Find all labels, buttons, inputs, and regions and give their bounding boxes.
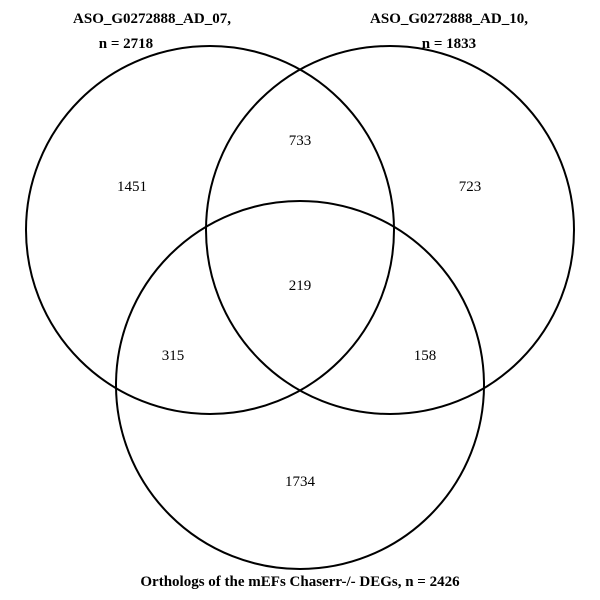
set-label-aso-10-name: ASO_G0272888_AD_10, bbox=[370, 11, 528, 27]
set-label-aso-07-count: n = 2718 bbox=[99, 36, 153, 52]
set-circle-aso-07 bbox=[25, 45, 395, 415]
set-circle-aso-10 bbox=[205, 45, 575, 415]
set-circle-orthologs bbox=[115, 200, 485, 570]
set-label-aso-07-name: ASO_G0272888_AD_07, bbox=[73, 11, 231, 27]
set-label-aso-10-count: n = 1833 bbox=[422, 36, 476, 52]
region-count-only-orthologs: 1734 bbox=[285, 474, 316, 490]
region-count-07-and-orthologs: 315 bbox=[162, 348, 185, 364]
region-count-10-and-orthologs: 158 bbox=[414, 348, 437, 364]
region-count-only-10: 723 bbox=[459, 179, 482, 195]
region-count-07-and-10: 733 bbox=[289, 133, 312, 149]
region-count-all-three: 219 bbox=[289, 278, 312, 294]
region-count-only-07: 1451 bbox=[117, 179, 147, 195]
set-label-orthologs: Orthologs of the mEFs Chaserr-/- DEGs, n… bbox=[140, 574, 460, 590]
